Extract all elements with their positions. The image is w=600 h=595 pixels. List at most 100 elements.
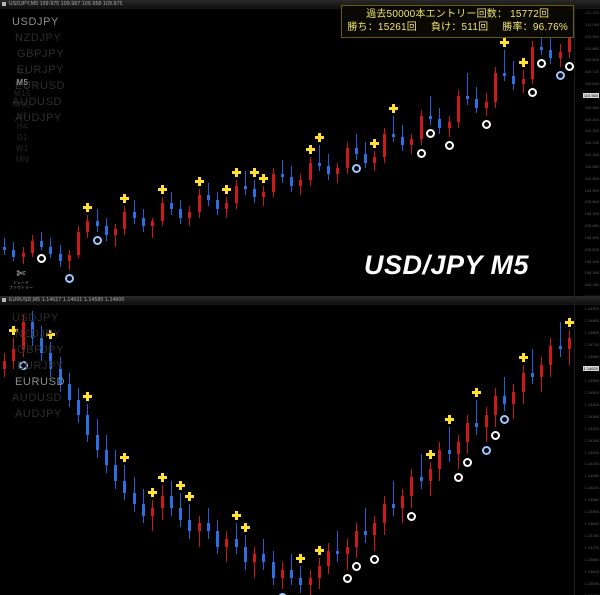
symbol-list-usdjpy[interactable]: USDJPY NZDJPY GBPJPY EURJPY EURUSD AUDUSD AUDJ… [8,14,65,126]
candle-body [281,174,284,178]
candlestick [438,9,441,296]
axis-tick: 109.760 [584,211,599,217]
candle-body [281,569,284,578]
candlestick [531,305,534,595]
candlestick [49,9,52,296]
logo-mark-icon: ✄ [16,268,26,280]
timeframe-item-d1[interactable]: D1 [16,133,28,142]
candle-body [198,194,201,212]
candlestick [114,305,117,595]
candlestick [207,305,210,595]
chart-pane-eurusd[interactable]: EURUSD,M5 1.14627 1.14631 1.14580 1.1460… [0,296,600,595]
timeframe-item-m30[interactable]: M30 [14,100,31,109]
axis-tick: 110.240 [584,140,599,146]
candlestick [77,305,80,595]
candle-wick [152,217,153,238]
candle-wick [282,159,283,183]
candle-body [161,496,164,508]
candle-body [188,211,191,218]
symbol-item-usdjpy[interactable]: USDJPY [12,16,59,28]
candle-body [86,220,89,233]
candlestick [253,305,256,595]
candle-body [410,139,413,146]
candle-wick [337,531,338,563]
timeframe-item-m5[interactable]: M5 [16,78,29,87]
candle-body [272,562,275,578]
symbol-item-audjpy[interactable]: AUDJPY [15,112,62,124]
candle-wick [476,399,477,435]
candle-body [49,353,52,369]
symbol-item-eurusd[interactable]: EURUSD [15,80,66,92]
candlestick [86,305,89,595]
axis-tick: 109.520 [584,246,599,252]
axis-tick: 110.160 [584,152,599,157]
chart-icon [2,2,6,6]
candle-body [31,322,34,338]
symbol-item-eurjpy[interactable]: EURJPY [17,64,64,76]
candlestick [225,9,228,296]
timeframe-item-m15[interactable]: M15 [14,89,31,98]
symbol-item-gbpjpy[interactable]: GBPJPY [17,344,65,356]
candlestick [170,9,173,296]
symbol-item-nzdjpy[interactable]: NZDJPY [15,32,62,44]
candle-body [22,322,25,350]
candlestick [3,9,6,296]
candlestick [568,305,571,595]
stat-win-rate: 勝率：96.76% [502,22,568,33]
symbol-item-audusd[interactable]: AUDUSD [12,96,63,108]
candle-body [318,566,321,578]
price-plot-eurusd[interactable] [0,305,574,595]
candlestick [105,305,108,595]
candlestick [244,9,247,296]
chart-titlebar-usdjpy[interactable]: USDJPY,M5 109.975 109.987 109.958 109.97… [0,0,600,9]
symbol-item-usdjpy[interactable]: USDJPY [12,312,59,324]
candlestick [49,305,52,595]
candlestick [31,9,34,296]
candle-body [383,504,386,524]
axis-tick: 1.13540 [584,581,599,587]
price-axis-usdjpy[interactable]: 111.120 111.040 110.960 110.880 110.800 110.7… [574,0,600,296]
candle-body [475,98,478,108]
candle-body [133,211,136,218]
symbol-item-audjpy[interactable]: AUDJPY [15,408,62,420]
candle-wick [319,145,320,172]
symbol-item-nzdjpy[interactable]: NZDJPY [15,328,62,340]
axis-tick: 1.14920 [584,306,599,311]
symbol-item-eurjpy[interactable]: EURJPY [17,360,64,372]
candle-body [438,119,441,128]
chart-titlebar-text: EURUSD,M5 1.14627 1.14631 1.14580 1.1460… [9,296,125,303]
candlestick [503,9,506,296]
timeframe-item-m1[interactable]: M1 [16,67,29,76]
candle-body [114,229,117,236]
symbol-item-eurusd[interactable]: EURUSD [15,376,66,388]
candlestick [522,305,525,595]
candle-body [392,133,395,137]
candlestick [485,9,488,296]
axis-tick: 1.14740 [584,341,599,347]
symbol-list-eurusd[interactable]: USDJPY NZDJPY GBPJPY EURJPY EURUSD AUDUSD AUDJ… [8,310,65,422]
price-axis-eurusd[interactable]: 1.14920 1.14860 1.14800 1.14740 1.14680 1.146… [574,296,600,595]
candle-body [244,185,247,189]
timeframe-item-w1[interactable]: W1 [15,144,29,153]
timeframe-item-h4[interactable]: H4 [16,122,28,131]
axis-tick: 110.080 [584,163,599,169]
candle-body [225,203,228,210]
timeframe-list-usdjpy[interactable]: M1 M5 M15 M30 H1 H4 D1 W1 MN [14,66,31,165]
candlestick [346,9,349,296]
timeframe-item-mn[interactable]: MN [15,155,29,164]
symbol-item-gbpjpy[interactable]: GBPJPY [17,48,65,60]
candlestick [429,9,432,296]
chart-pane-usdjpy[interactable]: USDJPY,M5 109.975 109.987 109.958 109.97… [0,0,600,296]
stat-entry-count: 過去50000本エントリー回数： 15772回 [366,9,550,20]
candle-body [244,546,247,563]
candle-body [336,550,339,555]
chart-titlebar-eurusd[interactable]: EURUSD,M5 1.14627 1.14631 1.14580 1.1460… [0,296,600,305]
symbol-item-audusd[interactable]: AUDUSD [12,392,63,404]
candlestick [77,9,80,296]
candlestick [420,9,423,296]
timeframe-item-h1[interactable]: H1 [16,111,28,120]
candlestick [364,9,367,296]
candlestick [531,9,534,296]
candle-body [22,252,25,257]
